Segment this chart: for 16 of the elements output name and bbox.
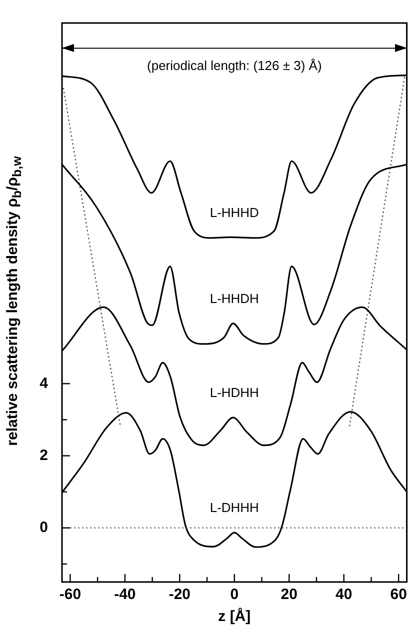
x-tick-label: 20: [280, 586, 298, 604]
series-label: L-HHHD: [210, 204, 259, 220]
x-tick-label: 0: [230, 586, 239, 604]
y-tick-label: 2: [40, 446, 48, 464]
x-tick-label: 60: [390, 586, 407, 604]
series-label: L-DHHH: [210, 500, 259, 516]
series-label: L-HDHH: [210, 385, 259, 400]
x-tick-label: -40: [114, 586, 136, 604]
x-axis-title: z [Å]: [218, 607, 251, 626]
x-tick-label: -20: [168, 586, 191, 604]
x-tick-label: 40: [336, 586, 352, 604]
ref-line-label: (periodical length: (126 ± 3) Å): [147, 58, 322, 73]
x-tick-label: -60: [59, 586, 82, 604]
y-tick-label: 4: [40, 374, 49, 392]
y-tick-label: 0: [40, 519, 48, 536]
series-label: L-HHDH: [210, 290, 259, 306]
